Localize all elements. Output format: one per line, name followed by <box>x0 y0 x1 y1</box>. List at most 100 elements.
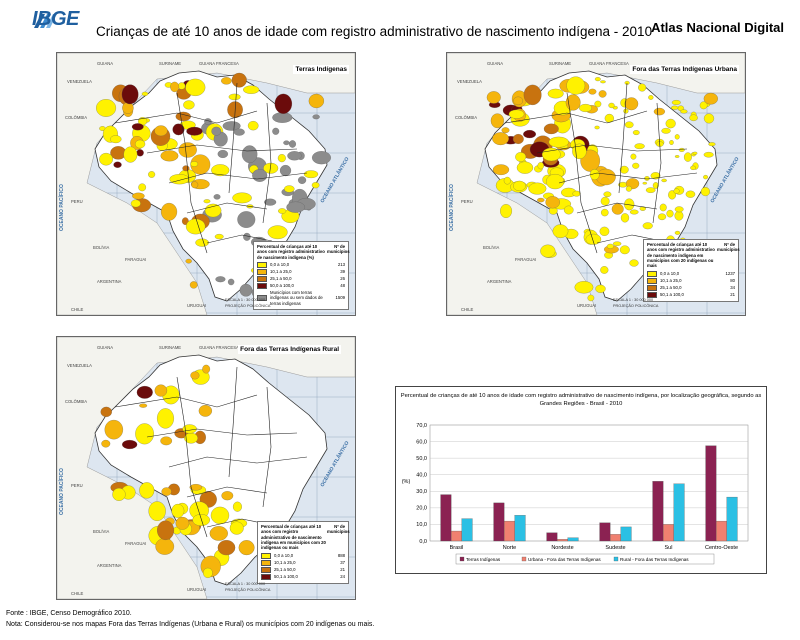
municipality-patch <box>191 181 199 189</box>
legend-count: 213 <box>337 262 345 268</box>
municipality-patch <box>665 118 676 129</box>
legend-label: 25,1 a 50,0 <box>274 567 296 573</box>
legend-swatch <box>647 291 657 298</box>
municipality-patch <box>503 176 511 185</box>
scale-text: ESCALA 1 : 30 000 000 <box>613 298 654 302</box>
municipality-patch <box>177 82 186 90</box>
legend-row: 0,0 a 10,0 888 <box>261 552 345 559</box>
municipality-patch <box>600 196 610 206</box>
municipality-patch <box>666 209 674 218</box>
municipality-patch <box>221 77 232 85</box>
country-label: BOLÍVIA <box>483 245 499 250</box>
municipality-patch <box>210 506 230 524</box>
municipality-patch <box>172 123 185 136</box>
municipality-patch <box>638 83 647 92</box>
municipality-patch <box>136 149 144 157</box>
municipality-patch <box>690 165 696 170</box>
municipality-patch <box>231 72 247 88</box>
country-label: COLÔMBIA <box>65 115 87 120</box>
legend-label: 0,0 a 10,0 <box>270 262 290 268</box>
map-fora-urbana[interactable]: GUIANA SURINAME GUIANA FRANCESA VENEZUELA CO… <box>446 52 746 316</box>
country-label: ARGENTINA <box>97 279 122 284</box>
legend-swatch <box>647 284 657 291</box>
municipality-patch <box>113 161 122 168</box>
municipality-patch <box>139 403 148 408</box>
plot-area <box>429 424 749 542</box>
bar <box>493 502 505 542</box>
legend-count: 48 <box>340 283 345 289</box>
legend-swatch <box>257 283 267 290</box>
legend-swatch <box>261 552 271 559</box>
municipality-patch <box>278 208 287 214</box>
municipality-patch <box>653 107 665 116</box>
municipality-patch <box>298 176 307 184</box>
country-label: PERU <box>461 199 473 204</box>
municipality-patch <box>671 100 681 105</box>
municipality-patch <box>632 162 640 169</box>
municipality-patch <box>161 487 172 496</box>
municipality-patch <box>189 484 203 491</box>
municipality-patch <box>674 134 680 140</box>
municipality-patch <box>148 501 166 521</box>
municipality-patch <box>595 284 606 293</box>
municipality-patch <box>671 105 679 110</box>
legend-entry: Urbana - Fora das Terras Indígenas <box>528 557 601 562</box>
y-tick-label: 40,0 <box>416 473 427 479</box>
map-terras-indigenas[interactable]: GUIANA SURINAME GUIANA FRANCESA VENEZUELA CO… <box>56 52 356 316</box>
municipality-patch <box>217 150 229 158</box>
municipality-patch <box>692 151 698 155</box>
municipality-patch <box>104 419 124 440</box>
municipality-patch <box>700 187 710 197</box>
municipality-patches <box>486 76 718 302</box>
ibge-logo-icon <box>34 14 57 28</box>
map-fora-rural[interactable]: GUIANA SURINAME GUIANA FRANCESA VENEZUELA CO… <box>56 336 356 600</box>
municipality-patch <box>572 143 587 160</box>
municipality-patch <box>160 150 179 162</box>
municipality-patch <box>131 123 144 131</box>
x-tick-label: Norte <box>503 545 516 551</box>
legend-count-label: Nº de municípios <box>327 244 350 255</box>
municipality-patch <box>512 134 524 144</box>
municipality-patch <box>513 180 526 191</box>
municipality-patch <box>272 127 280 135</box>
municipality-patch <box>661 127 671 134</box>
legend-count: 1237 <box>725 271 735 277</box>
bar <box>663 524 674 542</box>
projection-text: PROJEÇÃO POLICÔNICA <box>613 304 659 308</box>
municipality-patch <box>619 245 630 255</box>
municipality-patch <box>508 109 525 119</box>
municipality-patch <box>703 113 715 124</box>
municipality-patch <box>272 112 293 123</box>
municipality-patch <box>500 204 512 218</box>
municipality-patch <box>545 196 560 209</box>
municipality-patch <box>243 232 251 241</box>
municipality-patch <box>680 109 688 114</box>
legend-row: 25,1 a 50,0 34 <box>647 284 735 291</box>
legend-entry: Terras Indígenas <box>466 557 501 562</box>
country-label: ARGENTINA <box>97 563 122 568</box>
municipality-patch <box>185 218 206 235</box>
municipality-patch <box>624 97 639 111</box>
source-note: Fonte : IBGE, Censo Demográfico 2010. <box>6 610 132 617</box>
legend-label: 25,1 a 50,0 <box>270 276 292 282</box>
legend-count: 24 <box>340 574 345 580</box>
municipality-patch <box>703 174 709 180</box>
municipality-patch <box>594 125 600 130</box>
scale-text: ESCALA 1 : 30 000 000 <box>225 582 266 586</box>
bar <box>705 445 717 542</box>
legend-swatch <box>459 556 465 562</box>
country-label: CHILE <box>71 307 84 312</box>
municipality-patch <box>121 84 139 105</box>
legend-row: 0,0 a 10,0 213 <box>257 262 345 269</box>
country-label: VENEZUELA <box>457 79 482 84</box>
municipality-patch <box>237 211 256 228</box>
country-label: VENEZUELA <box>67 79 92 84</box>
country-label: COLÔMBIA <box>455 115 477 120</box>
municipality-patch <box>587 294 595 302</box>
legend-row: 10,1 a 25,0 39 <box>257 269 345 276</box>
municipality-patches <box>96 72 331 298</box>
municipality-patch <box>155 538 175 555</box>
municipality-patch <box>252 169 268 182</box>
municipality-patch <box>528 182 547 195</box>
logo-text: IBGE <box>32 8 79 30</box>
